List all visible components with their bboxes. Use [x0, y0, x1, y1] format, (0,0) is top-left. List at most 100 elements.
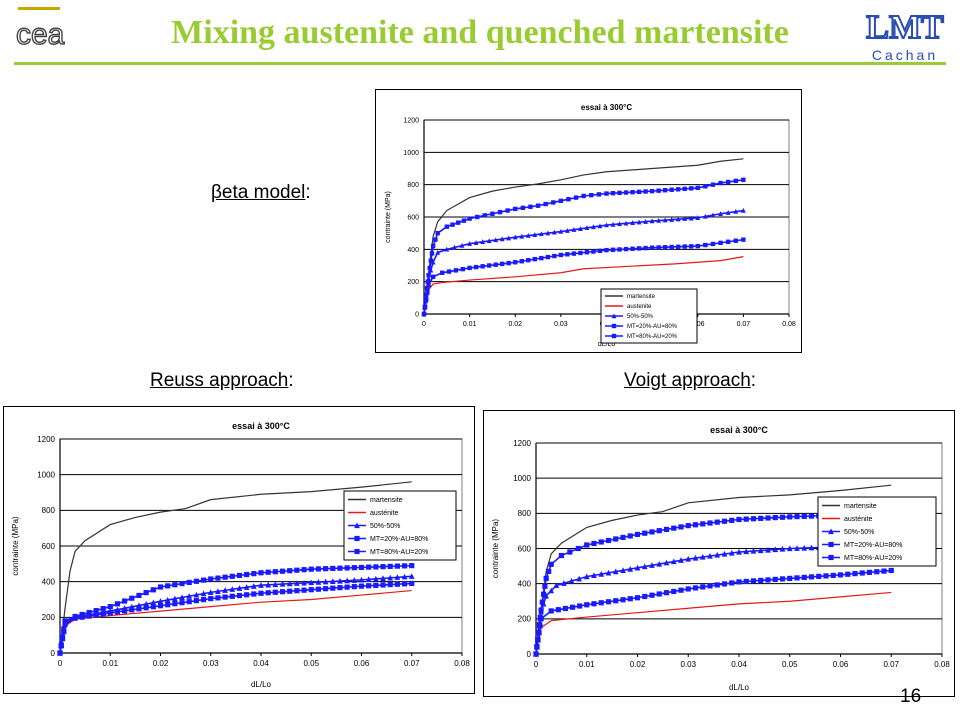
- data-point: [649, 562, 655, 568]
- data-point: [366, 583, 372, 589]
- data-point: [129, 607, 135, 613]
- data-point: [351, 565, 357, 571]
- data-point: [765, 515, 771, 521]
- data-point: [179, 594, 185, 601]
- title-divider: [14, 62, 946, 65]
- data-point: [617, 247, 622, 252]
- y-tick-label: 200: [42, 613, 56, 622]
- series-line: [59, 564, 412, 654]
- data-point: [558, 552, 564, 559]
- data-point: [493, 262, 498, 267]
- data-point: [430, 259, 436, 265]
- data-point: [308, 579, 315, 586]
- data-point: [461, 218, 467, 223]
- data-point: [741, 237, 746, 242]
- y-tick-label: 1000: [403, 150, 419, 157]
- data-point: [816, 573, 822, 579]
- y-tick-label: 0: [415, 311, 419, 318]
- data-point: [642, 530, 648, 536]
- cea-logo-text: cea: [16, 18, 65, 51]
- data-point: [258, 570, 264, 576]
- data-point: [558, 252, 564, 258]
- data-point: [294, 588, 300, 594]
- beta-model-label-text: βeta model: [211, 182, 306, 203]
- data-point: [506, 235, 512, 241]
- series-1: [423, 256, 744, 315]
- data-point: [456, 220, 461, 225]
- x-tick-label: 0.08: [782, 321, 796, 328]
- data-point: [678, 557, 684, 563]
- cachan-logo-text: Cachan: [872, 47, 938, 63]
- data-point: [641, 563, 648, 570]
- data-point: [808, 574, 815, 580]
- data-point: [136, 592, 142, 599]
- data-point: [714, 519, 720, 525]
- y-tick-label: 800: [407, 182, 419, 189]
- data-point: [401, 581, 408, 587]
- y-tick-label: 1000: [37, 470, 55, 479]
- data-point: [129, 595, 135, 601]
- y-tick-label: 800: [518, 509, 532, 518]
- data-point: [589, 192, 594, 198]
- data-point: [372, 575, 379, 582]
- data-point: [497, 209, 503, 215]
- data-point: [86, 609, 92, 616]
- data-point: [387, 563, 393, 569]
- x-tick-label: 0.02: [508, 321, 522, 328]
- voigt-approach-label-colon: :: [750, 370, 757, 391]
- data-point: [605, 569, 612, 576]
- x-tick-label: 0.07: [883, 660, 899, 669]
- data-point: [473, 240, 479, 245]
- data-point: [329, 578, 336, 585]
- data-point: [714, 582, 720, 588]
- data-point: [682, 244, 687, 249]
- data-point: [251, 591, 257, 597]
- data-point: [265, 590, 271, 596]
- data-point: [741, 177, 746, 183]
- data-point: [528, 204, 533, 209]
- data-point: [545, 254, 551, 260]
- data-point: [565, 252, 570, 257]
- data-point: [598, 600, 604, 606]
- legend-marker: [828, 554, 834, 561]
- data-point: [551, 200, 556, 205]
- data-point: [845, 571, 851, 577]
- data-point: [538, 231, 544, 237]
- beta-model-chart: 02004006008001000120000.010.020.030.040.…: [375, 89, 802, 353]
- data-point: [685, 555, 692, 562]
- data-point: [265, 581, 272, 588]
- data-point: [193, 598, 199, 604]
- data-point: [591, 601, 597, 607]
- series-0: [535, 484, 892, 655]
- data-point: [612, 568, 619, 575]
- data-point: [758, 577, 764, 584]
- data-point: [114, 601, 121, 607]
- data-point: [433, 237, 438, 242]
- x-tick-label: 0.08: [934, 660, 950, 669]
- data-point: [358, 564, 365, 570]
- data-point: [179, 580, 185, 587]
- data-point: [689, 244, 694, 249]
- reuss-chart-svg: 0 200 400 600 800 1000 1200 0 0.01 0.02 0.03 0.04 0.…: [11, 421, 470, 689]
- data-point: [380, 575, 386, 581]
- data-point: [79, 614, 85, 620]
- series-line: [535, 484, 892, 655]
- data-point: [736, 579, 742, 585]
- data-point: [874, 569, 880, 575]
- data-point: [244, 592, 250, 598]
- data-point: [215, 575, 221, 581]
- data-point: [122, 598, 128, 604]
- series-line: [423, 158, 744, 315]
- data-point: [179, 600, 185, 606]
- data-point: [682, 216, 688, 221]
- data-point: [597, 223, 603, 229]
- x-tick-label: 0.02: [153, 659, 169, 668]
- data-point: [743, 548, 750, 555]
- data-point: [86, 613, 92, 619]
- series-4: [57, 563, 415, 656]
- data-point: [236, 592, 243, 599]
- data-point: [315, 579, 322, 585]
- data-point: [656, 217, 662, 223]
- data-point: [598, 539, 604, 545]
- x-axis-label: dL/Lo: [251, 680, 272, 689]
